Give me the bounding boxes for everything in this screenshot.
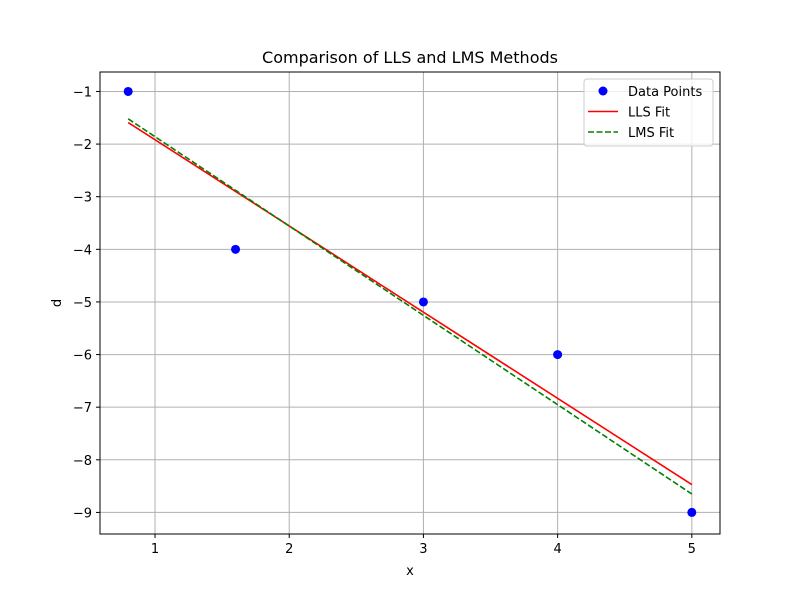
ticks: 1 2 3 4 5 −1 −2 −3 −4 −5 −6 −7 −8 −9 [73, 85, 696, 557]
y-tick-label: −6 [73, 349, 92, 364]
x-tick-label: 5 [688, 542, 696, 557]
legend-label: LMS Fit [628, 126, 674, 141]
data-point [418, 297, 428, 307]
lms-fit-line [127, 118, 693, 495]
y-axis-label: d [50, 299, 65, 307]
y-tick-label: −9 [73, 506, 92, 521]
y-tick-label: −1 [73, 85, 92, 100]
y-tick-label: −2 [73, 138, 92, 153]
data-point [553, 350, 563, 360]
legend-label: LLS Fit [628, 106, 670, 121]
x-tick-label: 2 [285, 542, 293, 557]
x-axis-label: x [406, 564, 414, 579]
x-tick-label: 4 [553, 542, 561, 557]
y-tick-label: −5 [73, 296, 92, 311]
legend-marker-data-points [598, 86, 608, 96]
y-tick-label: −3 [73, 191, 92, 206]
data-point [231, 244, 241, 254]
lls-fit-line [127, 121, 693, 486]
data-point [687, 507, 697, 517]
data-point [123, 86, 133, 96]
legend-label: Data Points [628, 85, 702, 100]
legend: Data Points LLS Fit LMS Fit [583, 78, 714, 147]
y-tick-label: −8 [73, 454, 92, 469]
plot-frame [99, 71, 721, 535]
chart-title: Comparison of LLS and LMS Methods [262, 48, 558, 67]
series-layer [123, 86, 697, 517]
y-tick-label: −7 [73, 401, 92, 416]
x-tick-label: 1 [151, 542, 159, 557]
legend-box [583, 78, 714, 147]
x-tick-label: 3 [419, 542, 427, 557]
y-tick-label: −4 [73, 243, 92, 258]
